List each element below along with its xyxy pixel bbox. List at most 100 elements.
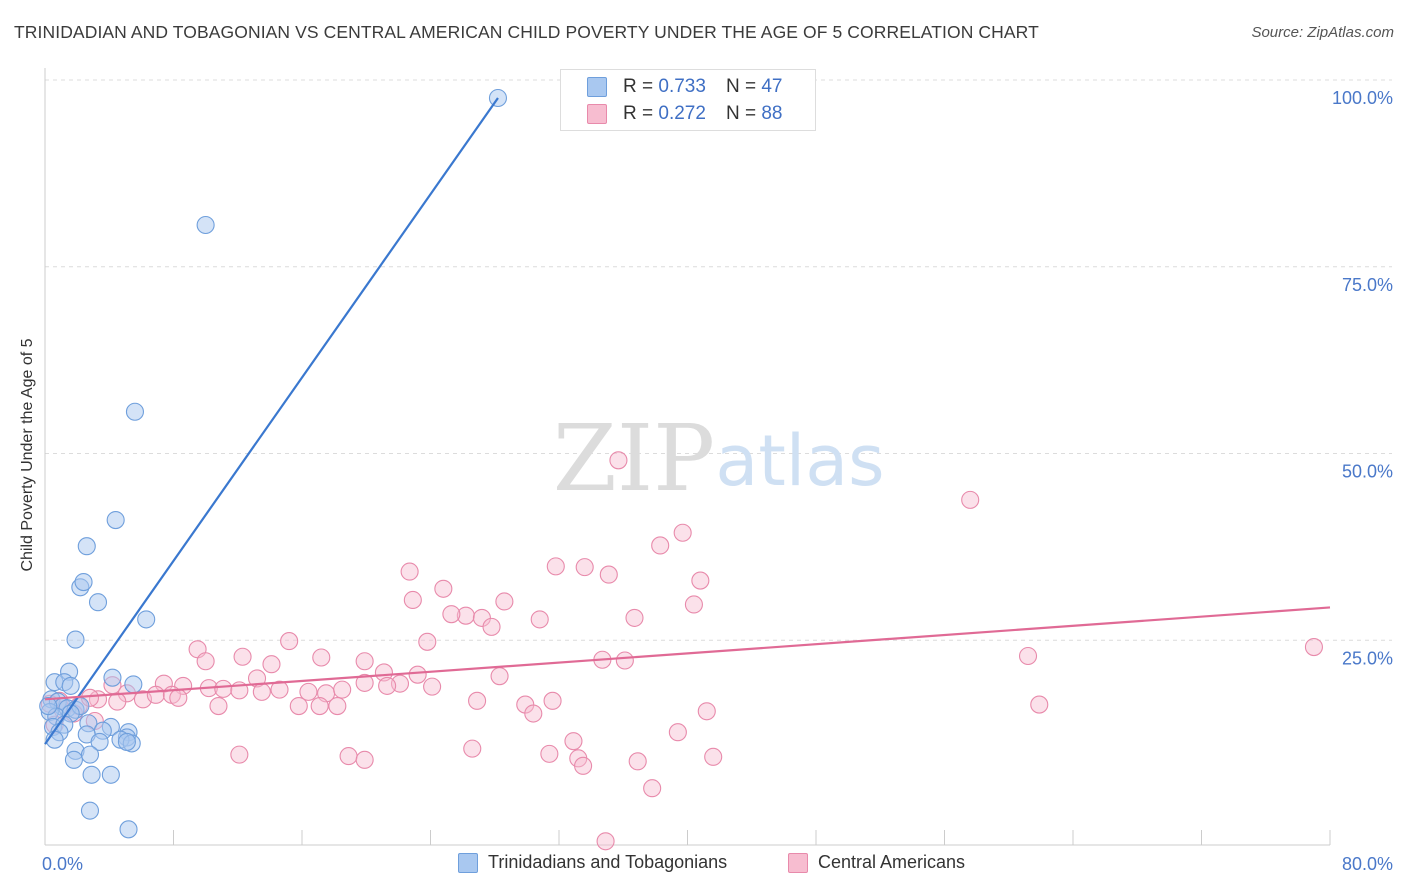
- trinidadian-point: [137, 610, 156, 629]
- trinidadian-point: [82, 765, 101, 784]
- central-american-point: [378, 676, 397, 695]
- x-tick-label: 0.0%: [42, 854, 83, 874]
- trinidadian-point: [66, 630, 85, 649]
- central-american-point: [609, 451, 628, 470]
- central-american-point: [1018, 646, 1038, 666]
- central-american-point: [403, 590, 422, 610]
- legend-swatch-pink: [788, 852, 808, 873]
- central-american-point: [400, 562, 419, 581]
- legend-r-value: 0.733: [658, 76, 706, 97]
- chart-title: TRINIDADIAN AND TOBAGONIAN VS CENTRAL AM…: [14, 22, 1039, 42]
- central-american-point: [596, 832, 615, 851]
- central-american-point: [374, 663, 393, 682]
- central-american-point: [574, 756, 593, 775]
- y-tick-label: 75.0%: [1342, 275, 1393, 295]
- trinidadian-point: [125, 402, 144, 421]
- central-american-point: [328, 697, 347, 716]
- tick-labels: 25.0% 50.0% 75.0% 100.0% 0.0% 80.0%: [42, 88, 1393, 874]
- legend-r-label: R =: [623, 76, 654, 97]
- central-american-point: [684, 595, 703, 614]
- source-label: Source: ZipAtlas.com: [1251, 24, 1394, 41]
- trinidadian-point: [124, 675, 143, 694]
- stats-legend: R = 0.733 N = 47 R = 0.272 N = 88: [560, 69, 816, 131]
- watermark-atlas: atlas: [715, 420, 884, 502]
- trinidadian-point: [74, 573, 93, 592]
- central-american-point: [540, 744, 559, 763]
- central-american-point: [691, 571, 710, 590]
- central-american-point: [628, 752, 647, 771]
- central-american-point: [247, 669, 267, 688]
- trinidadian-point: [119, 820, 138, 839]
- trinidadian-point: [117, 732, 136, 751]
- trinidadian-point: [101, 765, 120, 784]
- central-american-point: [625, 608, 644, 627]
- trinidadian-point: [77, 537, 96, 556]
- central-american-point: [270, 680, 289, 699]
- trinidadian-point: [103, 668, 122, 687]
- central-american-point: [339, 747, 358, 766]
- central-american-point: [1030, 695, 1049, 714]
- central-american-point: [312, 648, 331, 667]
- central-american-point: [564, 732, 583, 751]
- central-american-point: [196, 652, 215, 671]
- central-american-point: [434, 579, 453, 598]
- trinidadian-point: [196, 215, 215, 235]
- x-tick-label: 80.0%: [1342, 854, 1393, 874]
- central-american-point: [418, 632, 437, 651]
- central-americans-trend-line: [44, 606, 1331, 701]
- trinidadians-trend-line: [44, 97, 499, 745]
- central-american-point: [490, 667, 509, 686]
- central-american-point: [530, 610, 549, 629]
- legend-n-label: N =: [725, 103, 757, 124]
- central-american-point: [643, 779, 662, 798]
- central-american-point: [463, 739, 482, 758]
- central-american-point: [468, 691, 487, 710]
- central-american-point: [299, 682, 318, 701]
- y-tick-label: 100.0%: [1332, 88, 1393, 108]
- central-american-point: [673, 523, 692, 542]
- trinidadian-point: [106, 511, 125, 530]
- central-american-point: [651, 536, 670, 555]
- legend-n-label: N =: [725, 76, 757, 97]
- trinidadian-point: [80, 745, 100, 764]
- central-american-point: [310, 697, 329, 716]
- legend-n-value: 47: [761, 76, 783, 97]
- central-american-point: [495, 592, 514, 611]
- trinidadian-point: [80, 801, 100, 820]
- central-american-point: [704, 747, 723, 766]
- legend-row-central-americans: R = 0.272 N = 88: [587, 102, 782, 126]
- trinidadians-points: [39, 88, 508, 839]
- central-american-point: [252, 682, 271, 701]
- central-american-point: [668, 723, 687, 742]
- legend-swatch-blue: [458, 852, 478, 873]
- central-american-point: [262, 655, 281, 674]
- central-american-point: [209, 697, 228, 716]
- trinidadian-point: [88, 593, 108, 612]
- central-american-point: [961, 490, 980, 509]
- central-american-point: [442, 605, 461, 624]
- legend-label-trinidadians: Trinidadians and Tobagonians: [488, 852, 728, 872]
- central-american-point: [423, 677, 442, 696]
- legend-item-trinidadians[interactable]: Trinidadians and Tobagonians: [458, 852, 727, 873]
- legend-item-central-americans[interactable]: Central Americans: [788, 852, 965, 873]
- trinidadian-point: [90, 732, 109, 751]
- legend-label-central-americans: Central Americans: [818, 852, 966, 872]
- y-tick-label: 25.0%: [1342, 648, 1393, 668]
- legend-r-value: 0.272: [658, 103, 706, 124]
- central-american-point: [456, 606, 475, 625]
- central-american-point: [697, 702, 716, 721]
- trinidadian-point: [61, 676, 80, 695]
- legend-row-trinidadians: R = 0.733 N = 47: [587, 75, 782, 99]
- central-american-point: [230, 745, 249, 764]
- central-american-point: [355, 673, 374, 692]
- series-legend: Trinidadians and Tobagonians Central Ame…: [0, 852, 1406, 878]
- central-american-point: [543, 691, 562, 710]
- central-american-point: [233, 647, 252, 666]
- central-american-point: [1304, 637, 1323, 657]
- gridlines: [45, 79, 1392, 641]
- central-american-point: [599, 565, 618, 584]
- legend-swatch-pink: [587, 104, 607, 124]
- central-american-point: [408, 665, 427, 684]
- legend-n-value: 88: [761, 103, 783, 124]
